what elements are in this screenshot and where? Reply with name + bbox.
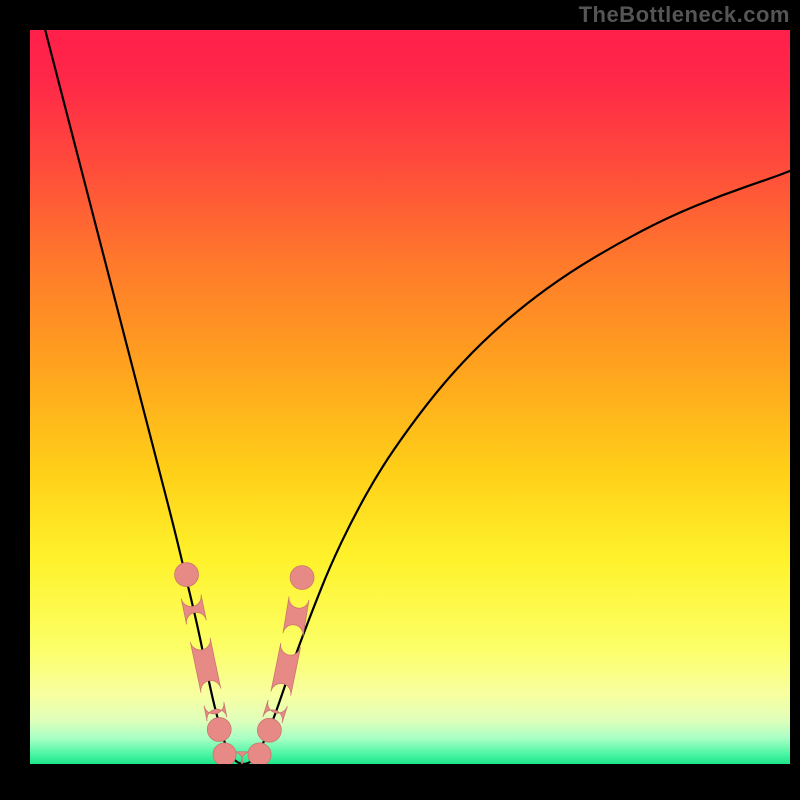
marker-pill	[190, 638, 220, 693]
marker-dot	[257, 718, 281, 742]
marker-dot	[248, 743, 271, 764]
v-curve	[45, 30, 790, 764]
watermark-text: TheBottleneck.com	[579, 2, 790, 28]
frame-right	[790, 0, 800, 800]
frame-left	[0, 0, 30, 800]
chart-stage: TheBottleneck.com	[0, 0, 800, 800]
plot-area	[30, 30, 790, 764]
markers-group	[175, 563, 314, 764]
marker-dot	[175, 563, 199, 587]
marker-dot	[290, 566, 314, 590]
marker-pill	[181, 595, 206, 625]
marker-dot	[207, 718, 231, 742]
chart-svg	[30, 30, 790, 764]
frame-bottom	[0, 764, 800, 800]
marker-dot	[213, 743, 236, 764]
